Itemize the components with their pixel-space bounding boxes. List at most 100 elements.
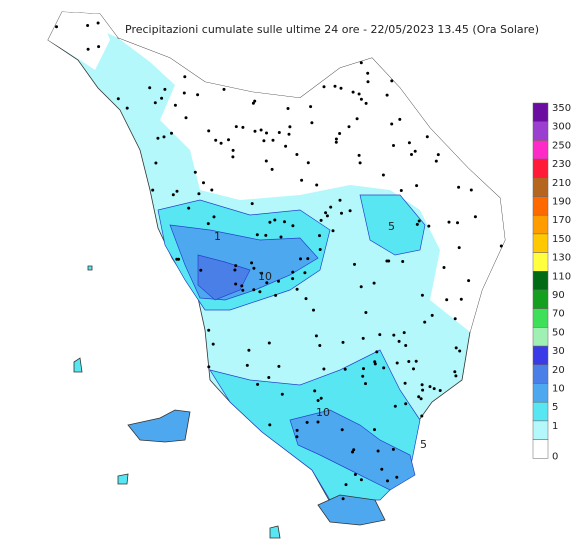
- station-dot: [175, 189, 179, 193]
- legend-label: 0: [552, 451, 558, 462]
- contour-label: 5: [420, 438, 427, 451]
- station-dot: [438, 389, 442, 392]
- station-dot: [380, 467, 384, 471]
- legend-swatch: [532, 233, 549, 253]
- station-dot: [407, 360, 411, 363]
- station-dot: [247, 348, 251, 352]
- station-dot: [434, 159, 438, 163]
- legend-swatch: [532, 252, 549, 272]
- station-dot: [212, 215, 216, 219]
- station-dot: [268, 220, 272, 224]
- station-dot: [340, 211, 343, 215]
- station-dot: [262, 139, 266, 143]
- station-dot: [279, 235, 283, 239]
- station-dot: [430, 313, 434, 317]
- legend-label: 150: [552, 234, 571, 245]
- station-dot: [312, 308, 315, 312]
- station-dot: [313, 389, 317, 393]
- island: [117, 473, 129, 485]
- legend-label: 50: [552, 327, 565, 338]
- contour-label: 10: [258, 270, 272, 283]
- station-dot: [392, 333, 396, 337]
- station-dot: [414, 359, 418, 363]
- station-dot: [273, 218, 277, 222]
- station-dot: [173, 103, 177, 107]
- station-dot: [277, 364, 281, 368]
- station-dot: [420, 414, 424, 418]
- legend-swatch: [532, 158, 549, 179]
- station-dot: [316, 420, 320, 424]
- station-dot: [148, 86, 152, 90]
- station-dot: [206, 222, 210, 226]
- station-dot: [207, 365, 211, 369]
- station-dot: [457, 246, 461, 250]
- station-dot: [211, 342, 215, 346]
- station-dot: [456, 221, 459, 225]
- station-dot: [338, 198, 342, 202]
- station-dot: [353, 262, 356, 266]
- station-dot: [153, 101, 157, 105]
- station-dot: [339, 86, 343, 90]
- station-dot: [318, 248, 322, 251]
- station-dot: [306, 161, 310, 165]
- station-dot: [309, 105, 313, 109]
- station-dot: [351, 450, 354, 454]
- legend-label: 30: [552, 346, 565, 357]
- island: [87, 265, 93, 271]
- station-dot: [286, 107, 290, 110]
- station-dot: [428, 385, 432, 389]
- station-dot: [299, 257, 302, 261]
- station-dot: [184, 116, 188, 120]
- legend-swatch: [532, 121, 549, 141]
- station-dot: [264, 159, 268, 163]
- station-dot: [96, 21, 100, 25]
- station-dot: [445, 298, 449, 302]
- station-dot: [382, 366, 386, 370]
- station-dot: [260, 271, 264, 275]
- station-dot: [97, 45, 101, 49]
- station-dot: [469, 188, 473, 192]
- station-dot: [264, 233, 268, 237]
- station-dot: [231, 155, 235, 159]
- station-dot: [231, 148, 235, 152]
- legend-label: 1: [552, 421, 558, 432]
- station-dot: [385, 93, 389, 97]
- map-title: Precipitazioni cumulate sulle ultime 24 …: [125, 23, 539, 36]
- station-dot: [322, 367, 326, 371]
- stations: [55, 21, 503, 501]
- station-dot: [366, 80, 370, 84]
- station-dot: [359, 285, 363, 289]
- station-dot: [340, 428, 344, 432]
- station-dot: [196, 93, 200, 97]
- station-dot: [241, 288, 245, 292]
- station-dot: [325, 214, 329, 218]
- station-dot: [163, 87, 167, 91]
- station-dot: [251, 101, 255, 105]
- station-dot: [458, 349, 462, 353]
- station-dot: [197, 192, 201, 196]
- station-dot: [240, 284, 244, 288]
- station-dot: [390, 122, 394, 126]
- station-dot: [366, 71, 370, 75]
- station-dot: [245, 363, 249, 367]
- station-dot: [253, 99, 257, 103]
- station-dot: [233, 268, 237, 272]
- station-dot: [256, 382, 260, 386]
- station-dot: [467, 279, 471, 283]
- station-dot: [316, 399, 320, 402]
- station-dot: [338, 132, 342, 135]
- station-dot: [376, 449, 380, 453]
- station-dot: [265, 281, 269, 285]
- station-dot: [392, 144, 395, 147]
- station-dot: [397, 339, 401, 343]
- station-dot: [359, 61, 363, 65]
- station-dot: [214, 138, 218, 142]
- station-dot: [393, 404, 397, 408]
- legend-swatch: [532, 345, 549, 366]
- station-dot: [270, 167, 274, 171]
- dry-zone: [62, 12, 505, 332]
- station-dot: [358, 161, 362, 165]
- station-dot: [268, 423, 272, 427]
- station-dot: [86, 24, 90, 27]
- station-dot: [319, 218, 323, 222]
